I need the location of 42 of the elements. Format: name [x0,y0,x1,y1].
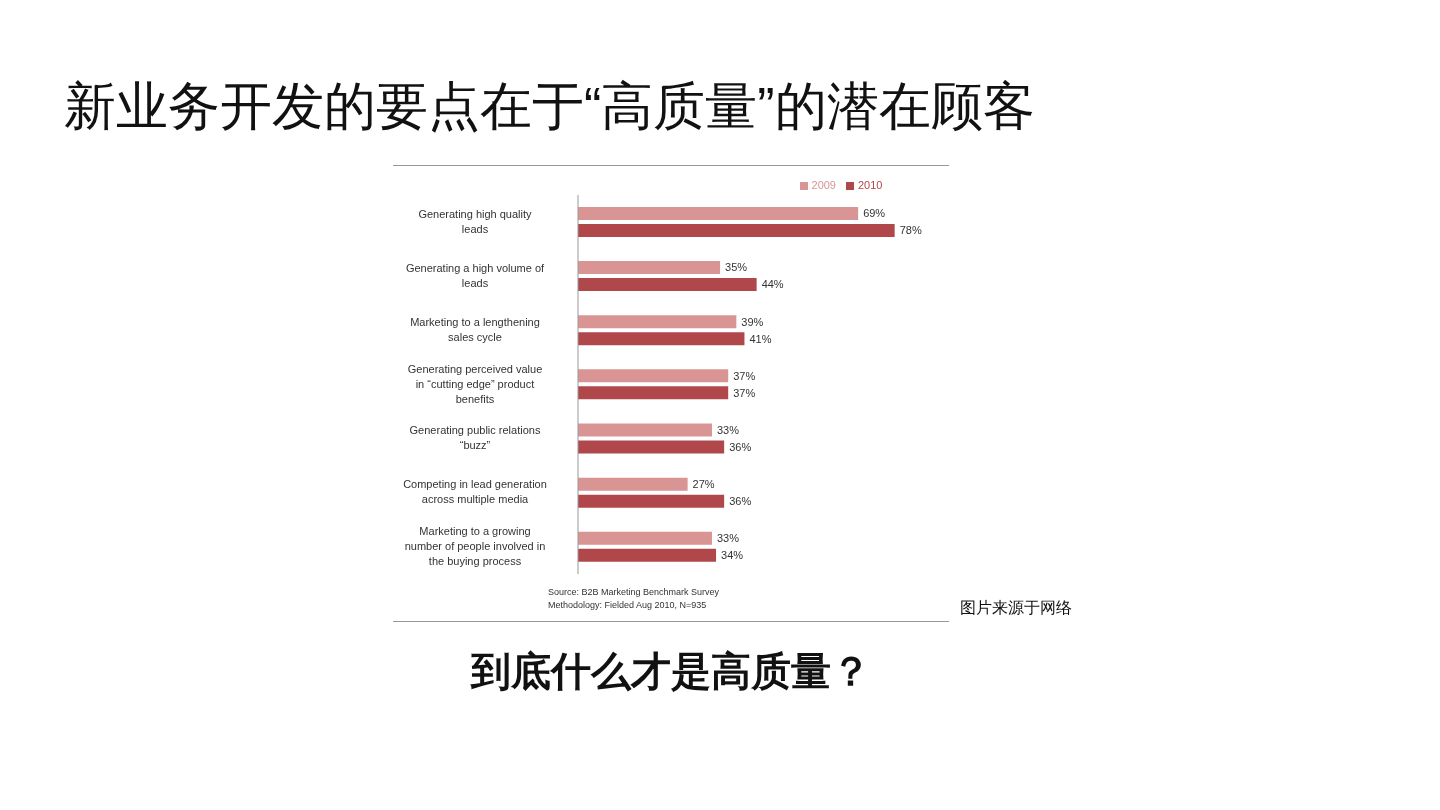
y-tick-label: Generating a high volume of leads [405,261,546,289]
data-label: 78% [899,224,922,237]
bar [578,261,721,275]
y-tick-label: Marketing to a lengthening sales cycle [410,315,540,343]
data-label: 34% [721,549,744,562]
bar [578,531,712,545]
y-tick-label: Generating perceived value in “cutting edge” product benefits [407,362,543,405]
data-label: 36% [729,440,752,453]
data-label: 69% [863,207,886,220]
data-label: 41% [749,332,772,345]
data-label: 27% [692,478,715,491]
bar [578,369,729,383]
data-label: 39% [741,315,764,328]
bar [578,332,745,346]
bar [578,423,712,437]
data-label: 36% [729,495,752,508]
y-tick-label: Marketing to a growing number of people involved in the buying process [404,524,546,567]
y-tick-label: Generating public relations “buzz” [409,424,541,452]
bar [578,440,725,454]
bar [578,477,688,491]
bar [578,278,757,292]
data-label: 35% [725,261,748,274]
data-label: 37% [733,369,756,382]
bar [578,223,895,237]
bar [578,548,717,562]
text: Methodology: Fielded Aug 2010, N=935 [548,599,708,612]
chart-title: 新业务开发的要点在于“高质量”的潜在顾客 [64,76,1035,137]
data-label: 33% [716,423,740,436]
source-note: Source: B2B Marketing Benchmark Survey [548,586,720,599]
text: 到底什么才是高质量？ [469,648,872,695]
bar [578,386,729,400]
text: 图片来源于网络 [960,598,1072,618]
data-label: 33% [716,532,740,545]
bar [578,206,859,220]
legend-label: 2010 [858,179,883,191]
legend-label: 2009 [811,179,836,191]
data-label: 44% [761,278,784,291]
bar [578,315,737,329]
bar [578,494,725,508]
data-label: 37% [733,386,756,399]
y-tick-label: Competing in lead generation across multiple media [403,478,547,506]
y-tick-label: Generating high quality leads [418,207,533,235]
